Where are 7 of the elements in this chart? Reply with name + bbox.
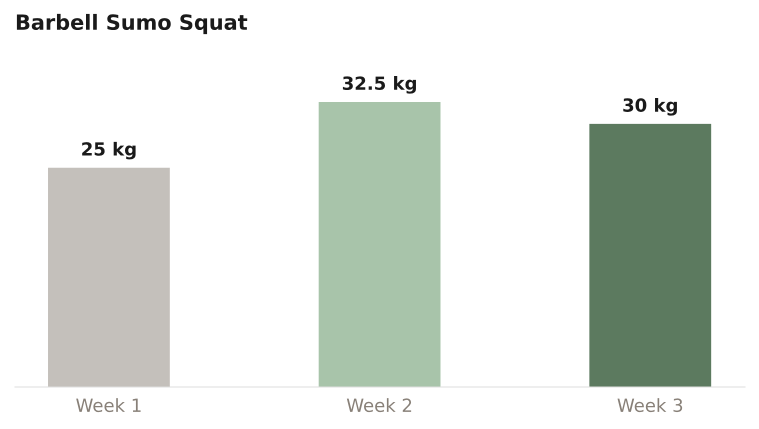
x-tick-label: Week 3 [618,398,682,412]
x-tick-label: Week 1 [76,398,141,412]
x-tick-label: Week 2 [346,398,412,412]
data-label: 32.5 kg [342,76,416,94]
data-label: 30 kg [623,98,677,116]
data-label: 25 kg [82,142,136,160]
chart-title: Barbell Sumo Squat [16,14,248,34]
